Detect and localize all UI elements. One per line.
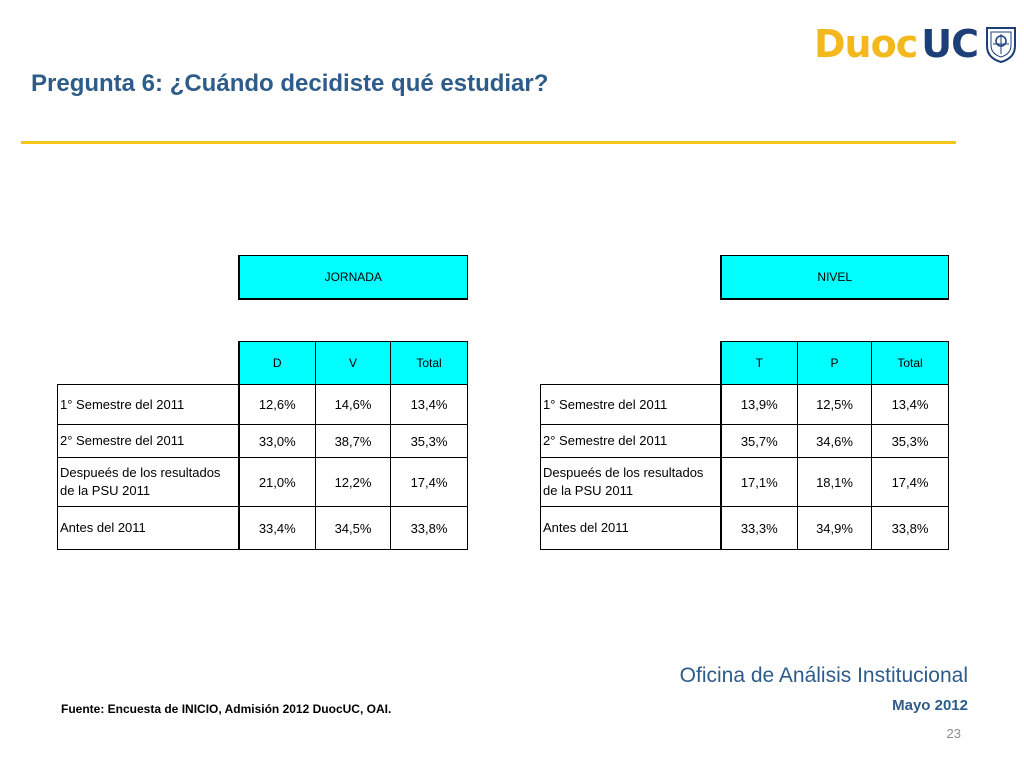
report-date: Mayo 2012 — [892, 697, 968, 714]
row-label: 1° Semestre del 2011 — [57, 384, 239, 425]
column-header-total: Total — [870, 341, 950, 385]
page-number: 23 — [946, 726, 961, 741]
table-row: Antes del 2011 33,3% 34,9% 33,8% — [540, 506, 950, 550]
table-row: 1° Semestre del 2011 13,9% 12,5% 13,4% — [540, 384, 950, 425]
table-row: Despueés de los resultados de la PSU 201… — [540, 457, 950, 507]
table-cell: 12,2% — [315, 457, 391, 507]
uc-seal-icon — [985, 27, 1016, 64]
table-cell: 17,4% — [870, 457, 950, 507]
table-cell: 34,5% — [315, 506, 391, 550]
logo-uc-text: UC — [921, 22, 979, 66]
column-header-p: P — [797, 341, 872, 385]
table-cell: 38,7% — [315, 424, 391, 458]
table-row: Antes del 2011 33,4% 34,5% 33,8% — [57, 506, 469, 550]
row-label: Despueés de los resultados de la PSU 201… — [57, 457, 239, 507]
table-cell: 14,6% — [315, 384, 391, 425]
table-row: 2° Semestre del 2011 35,7% 34,6% 35,3% — [540, 424, 950, 458]
row-label: 1° Semestre del 2011 — [540, 384, 721, 425]
page-title: Pregunta 6: ¿Cuándo decidiste qué estudi… — [31, 70, 549, 97]
row-label: Despueés de los resultados de la PSU 201… — [540, 457, 721, 507]
column-header-d: D — [237, 341, 316, 385]
nivel-group-header: NIVEL — [719, 255, 950, 300]
jornada-group-header: JORNADA — [237, 255, 469, 300]
table-cell: 35,3% — [389, 424, 469, 458]
row-label: Antes del 2011 — [540, 506, 721, 550]
office-name: Oficina de Análisis Institucional — [679, 664, 968, 687]
table-cell: 33,3% — [719, 506, 798, 550]
table-cell: 18,1% — [797, 457, 872, 507]
table-cell: 12,6% — [237, 384, 316, 425]
column-header-t: T — [719, 341, 798, 385]
column-header-total: Total — [389, 341, 469, 385]
table-cell: 34,9% — [797, 506, 872, 550]
table-row: 1° Semestre del 2011 12,6% 14,6% 13,4% — [57, 384, 469, 425]
table-cell: 12,5% — [797, 384, 872, 425]
row-label: Antes del 2011 — [57, 506, 239, 550]
duocuc-logo: Duoc UC — [814, 14, 1018, 74]
table-cell: 21,0% — [237, 457, 316, 507]
table-cell: 13,4% — [870, 384, 950, 425]
row-label: 2° Semestre del 2011 — [540, 424, 721, 458]
table-cell: 33,8% — [870, 506, 950, 550]
source-note: Fuente: Encuesta de INICIO, Admisión 201… — [61, 702, 392, 716]
jornada-table: JORNADA D V Total 1° Semestre del 2011 1… — [57, 255, 469, 550]
column-header-v: V — [315, 341, 391, 385]
table-cell: 34,6% — [797, 424, 872, 458]
table-row: 2° Semestre del 2011 33,0% 38,7% 35,3% — [57, 424, 469, 458]
table-row: Despueés de los resultados de la PSU 201… — [57, 457, 469, 507]
table-cell: 13,9% — [719, 384, 798, 425]
logo-duoc-text: Duoc — [814, 22, 918, 66]
table-cell: 33,8% — [389, 506, 469, 550]
table-cell: 13,4% — [389, 384, 469, 425]
table-cell: 17,4% — [389, 457, 469, 507]
row-label: 2° Semestre del 2011 — [57, 424, 239, 458]
table-cell: 33,4% — [237, 506, 316, 550]
title-divider — [21, 141, 956, 144]
table-cell: 35,7% — [719, 424, 798, 458]
nivel-table: NIVEL T P Total 1° Semestre del 2011 13,… — [540, 255, 950, 550]
table-cell: 17,1% — [719, 457, 798, 507]
table-cell: 35,3% — [870, 424, 950, 458]
table-cell: 33,0% — [237, 424, 316, 458]
